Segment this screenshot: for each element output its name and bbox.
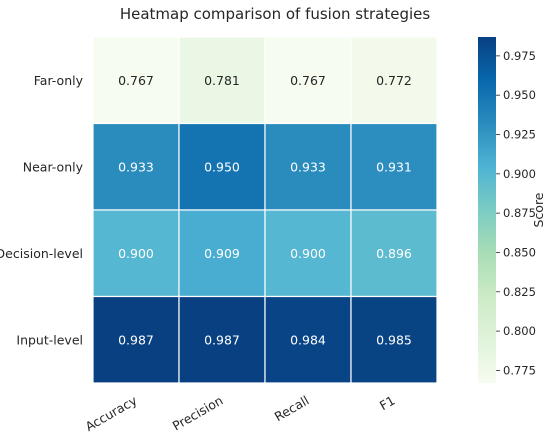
cell-value-label: 0.987 <box>204 332 240 347</box>
heatmap-cell <box>178 36 266 125</box>
colorbar-tick-label: 0.775 <box>503 363 536 377</box>
colorbar-tick-label: 0.825 <box>503 285 536 299</box>
cell-value-label: 0.933 <box>290 159 326 174</box>
cell-value-label: 0.909 <box>204 246 240 261</box>
colorbar-tick-label: 0.950 <box>503 88 536 102</box>
cell-value-label: 0.900 <box>118 246 154 261</box>
colorbar-label: Score <box>531 192 546 227</box>
cell-value-label: 0.950 <box>204 159 240 174</box>
heatmap-cell <box>178 209 266 298</box>
column-label: Precision <box>170 393 226 433</box>
heatmap-cell <box>264 36 352 125</box>
cell-value-label: 0.987 <box>118 332 154 347</box>
row-label: Decision-level <box>0 246 83 261</box>
cell-value-label: 0.931 <box>376 159 412 174</box>
colorbar-tick-label: 0.975 <box>503 49 536 63</box>
heatmap-cell <box>178 122 266 211</box>
cell-value-label: 0.781 <box>204 73 240 88</box>
cell-value-label: 0.772 <box>376 73 412 88</box>
cell-value-label: 0.767 <box>118 73 154 88</box>
heatmap-cell <box>350 209 438 298</box>
row-labels: Far-only Near-only Decision-level Input-lev… <box>0 73 84 348</box>
cell-value-label: 0.985 <box>376 332 412 347</box>
chart-title: Heatmap comparison of fusion strategies <box>120 5 431 23</box>
colorbar-tick-label: 0.925 <box>503 128 536 142</box>
heatmap-cell <box>92 36 180 125</box>
cell-value-label: 0.896 <box>376 246 412 261</box>
cell-value-label: 0.984 <box>290 332 326 347</box>
row-label: Input-level <box>16 332 83 347</box>
heatmap-cell <box>92 295 180 384</box>
column-label: F1 <box>377 393 398 414</box>
column-label: Recall <box>272 393 312 425</box>
heatmap-cell <box>350 295 438 384</box>
row-label: Near-only <box>23 159 84 174</box>
column-labels: Accuracy Precision Recall F1 <box>83 392 398 433</box>
colorbar-tick-label: 0.875 <box>503 206 536 220</box>
row-label: Far-only <box>34 73 84 88</box>
heatmap-cell <box>178 295 266 384</box>
heatmap-cells: 0.767 0.781 0.767 0.772 0.933 0.950 0.933 0.931… <box>92 36 438 384</box>
cell-value-label: 0.900 <box>290 246 326 261</box>
colorbar-tick-label: 0.850 <box>503 245 536 259</box>
column-label: Accuracy <box>83 392 140 433</box>
heatmap-cell <box>350 122 438 211</box>
colorbar-tick-label: 0.900 <box>503 167 536 181</box>
colorbar-ticks: 0.775 0.800 0.825 0.850 0.875 0.900 0.925 0.950… <box>496 49 536 377</box>
cell-value-label: 0.767 <box>290 73 326 88</box>
heatmap-cell <box>350 36 438 125</box>
colorbar-tick-label: 0.800 <box>503 324 536 338</box>
colorbar <box>478 37 496 383</box>
cell-value-label: 0.933 <box>118 159 154 174</box>
